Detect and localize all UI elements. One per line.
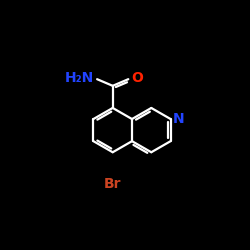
Text: N: N [173,112,184,126]
Text: H₂N: H₂N [65,71,94,85]
Text: Br: Br [104,177,122,191]
Text: O: O [131,71,143,85]
